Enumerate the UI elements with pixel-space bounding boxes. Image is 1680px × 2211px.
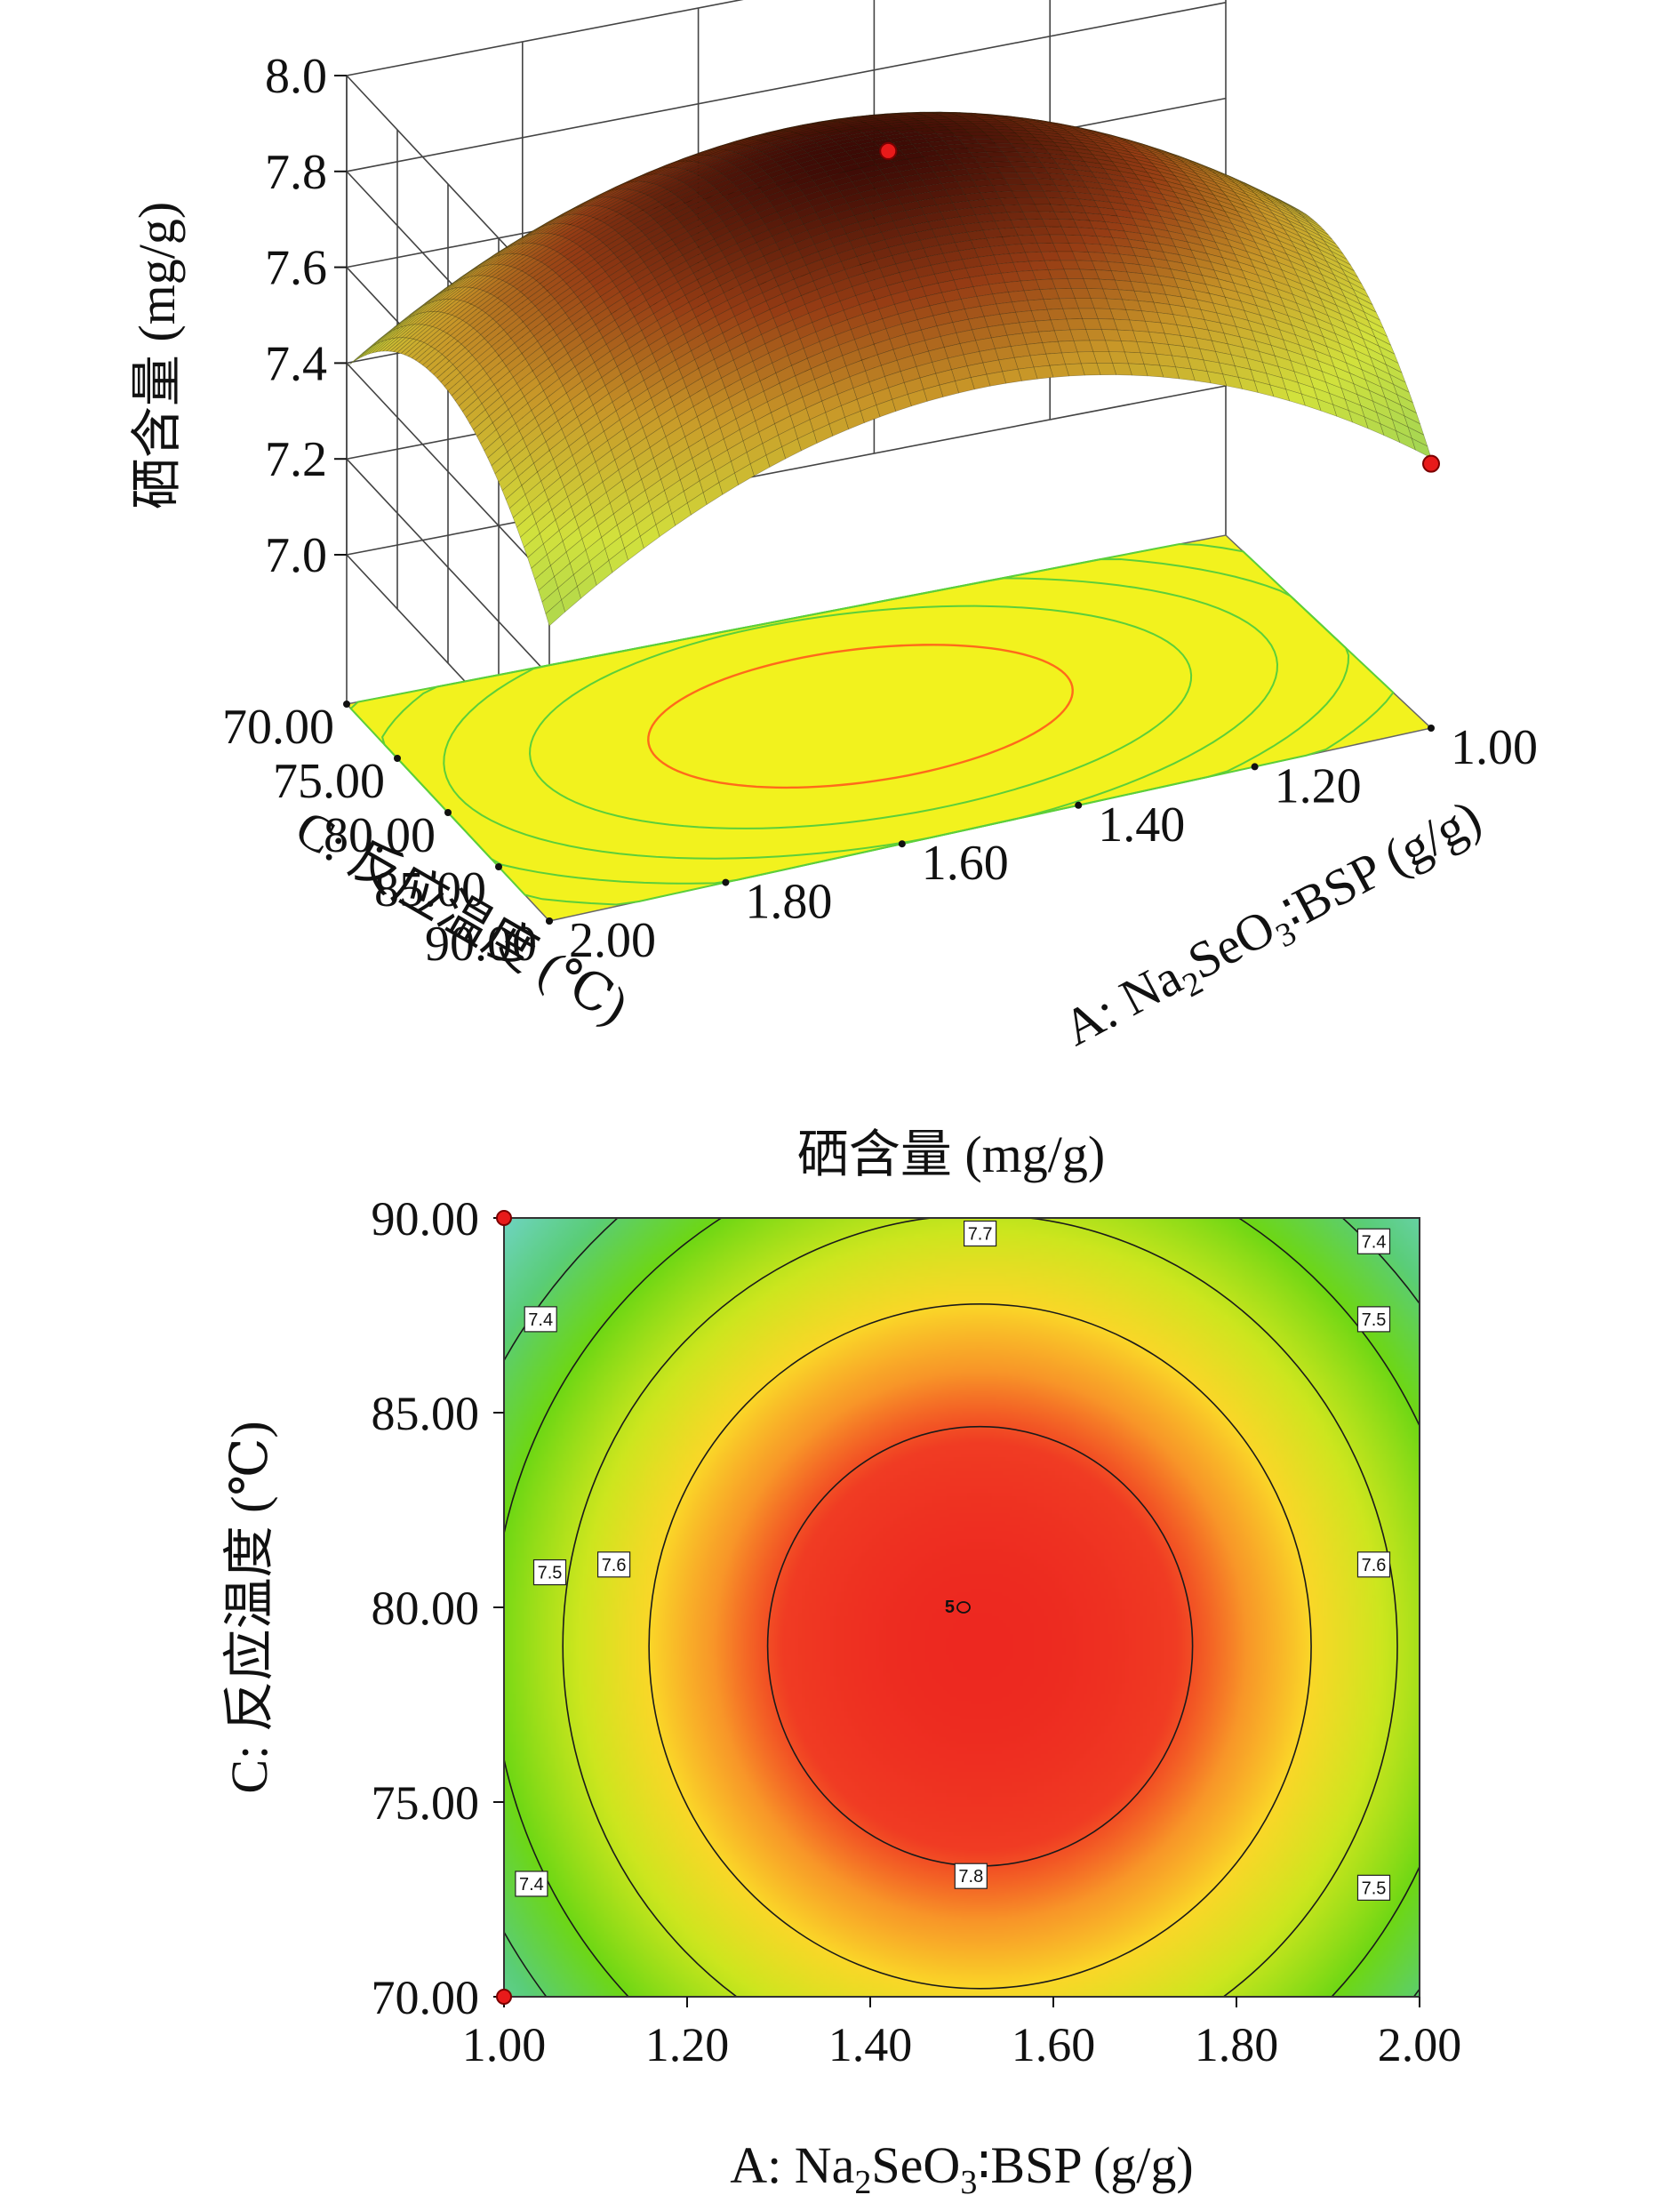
contour-label-text: 7.7 <box>968 1225 993 1245</box>
contour-title: 硒含量 (mg/g) <box>797 1126 1105 1183</box>
surface-z-axis-label: 硒含量 (mg/g) <box>128 202 186 509</box>
z-tick-label: 8.0 <box>265 49 327 104</box>
surface-cell <box>545 599 566 627</box>
response-surface-plot: 7.0 7.2 7.4 7.6 7.8 8.0 70.0075.0080.0085.0090… <box>128 0 1538 1057</box>
center-point-symbol <box>956 1601 971 1614</box>
contour-label-box <box>963 1220 997 1247</box>
ratio-tick-label: 2.00 <box>569 913 656 968</box>
design-point <box>496 1989 512 2005</box>
contour-label-box <box>532 1558 567 1586</box>
surface-mesh <box>346 111 1432 627</box>
x-tick-label: 1.00 <box>462 2018 547 2071</box>
contour-level-label: 7.5 <box>532 1558 567 1586</box>
temperature-tick-mark <box>394 755 401 762</box>
x-tick-label: 1.40 <box>828 2018 913 2071</box>
contour-label-text: 7.4 <box>528 1310 553 1330</box>
ratio-tick-mark <box>1251 763 1259 771</box>
contour-label-box <box>1356 1874 1391 1901</box>
floor-contour-line <box>443 577 1279 860</box>
ratio-tick-mark <box>722 878 730 886</box>
floor-contour-line <box>647 644 1074 789</box>
design-point <box>496 1210 512 1226</box>
surface-design-points <box>879 141 1440 473</box>
floor-fill <box>345 534 1433 922</box>
ratio-tick-label: 1.00 <box>1451 720 1538 775</box>
contour-level-label: 7.8 <box>954 1863 988 1889</box>
temperature-tick-label: 85.00 <box>374 862 486 917</box>
z-tick-label: 7.6 <box>265 241 327 296</box>
ratio-tick-label: 1.80 <box>745 875 832 930</box>
y-tick-label: 80.00 <box>372 1582 480 1635</box>
surface-axis-ticks: 7.0 7.2 7.4 7.6 7.8 8.0 70.0075.0080.0085.0090… <box>222 49 1538 972</box>
ratio-tick-label: 1.40 <box>1098 797 1185 853</box>
contour-label-text: 7.8 <box>958 1867 983 1887</box>
contour-label-box <box>596 1551 631 1578</box>
temperature-tick-mark <box>495 863 502 870</box>
ratio-tick-mark <box>1075 801 1083 809</box>
ratio-tick-label: 1.60 <box>922 836 1009 891</box>
ratio-tick-mark <box>898 840 906 848</box>
temperature-tick-mark <box>343 701 350 708</box>
contour-level-label: 7.5 <box>1356 1874 1391 1901</box>
contour-label-box <box>954 1863 988 1889</box>
contour-label-box <box>524 1306 557 1333</box>
x-tick-label: 2.00 <box>1378 2018 1462 2071</box>
contour-line <box>648 1302 1312 1990</box>
contour-level-labels: 7.7 7.4 7.4 7.5 7.5 7.6 7.6 7.8 7.4 7.5 5 <box>515 1220 1391 1901</box>
contour-axis-ticks: 1.00 1.20 1.40 1.60 1.80 2.00 70.00 75.00 80.00 8… <box>372 1192 1462 2071</box>
contour-line <box>562 1218 1398 1997</box>
design-point <box>879 141 898 160</box>
x-tick-label: 1.60 <box>1012 2018 1096 2071</box>
z-tick-label: 7.4 <box>265 336 327 391</box>
contour-level-label: 7.6 <box>596 1551 631 1578</box>
contour-level-label: 7.4 <box>515 1871 548 1897</box>
temperature-tick-label: 75.00 <box>273 754 385 809</box>
center-point-marker: 5 <box>945 1598 971 1617</box>
ratio-tick-label: 1.20 <box>1275 758 1362 813</box>
temperature-tick-label: 90.00 <box>425 917 537 972</box>
z-tick-label: 7.8 <box>265 145 327 200</box>
contour-label-text: 7.4 <box>519 1875 544 1895</box>
z-tick-label: 7.2 <box>265 432 327 487</box>
contour-level-label: 7.5 <box>1356 1306 1391 1333</box>
contour-label-text: 7.5 <box>1362 1879 1387 1898</box>
contour-level-label: 7.7 <box>963 1220 997 1247</box>
contour-label-box <box>1356 1551 1391 1578</box>
y-tick-label: 90.00 <box>372 1192 480 1246</box>
ratio-tick-mark <box>546 917 553 925</box>
floor-contour-line <box>529 605 1193 829</box>
design-point <box>1422 454 1440 473</box>
x-tick-label: 1.80 <box>1195 2018 1279 2071</box>
y-tick-label: 75.00 <box>372 1776 480 1830</box>
contour-plot: 硒含量 (mg/g) 7.7 7.47.4 7.57.5 7.6 7.67.87.4 7.… <box>220 1126 1462 2201</box>
contour-level-label: 7.6 <box>1356 1551 1391 1578</box>
contour-label-text: 7.6 <box>602 1556 627 1575</box>
z-tick-label: 7.0 <box>265 528 327 583</box>
contour-lines <box>504 1218 1420 1997</box>
contour-label-box <box>1356 1306 1391 1333</box>
temperature-tick-label: 80.00 <box>324 808 436 863</box>
contour-level-label: 7.4 <box>1356 1228 1391 1254</box>
contour-design-points <box>496 1210 512 2005</box>
temperature-tick-mark <box>444 809 452 816</box>
contour-y-axis-label: C: 反应温度 (℃) <box>220 1421 278 1793</box>
x-tick-label: 1.20 <box>645 2018 730 2071</box>
contour-label-text: 7.6 <box>1362 1556 1387 1575</box>
y-tick-label: 85.00 <box>372 1387 480 1440</box>
contour-level-label: 7.4 <box>524 1306 557 1333</box>
y-tick-label: 70.00 <box>372 1971 480 2024</box>
contour-label-text: 7.5 <box>1362 1310 1387 1330</box>
center-point-count: 5 <box>945 1598 955 1617</box>
contour-x-axis-label: A: Na2SeO3∶BSP (g/g) <box>730 2136 1193 2201</box>
contour-label-text: 7.4 <box>1362 1232 1387 1252</box>
contour-label-text: 7.5 <box>538 1564 563 1583</box>
temperature-tick-label: 70.00 <box>222 700 334 755</box>
contour-label-box <box>515 1871 548 1897</box>
ratio-tick-mark <box>1428 725 1435 732</box>
surface-floor-contour <box>345 534 1433 922</box>
contour-label-box <box>1356 1228 1391 1254</box>
